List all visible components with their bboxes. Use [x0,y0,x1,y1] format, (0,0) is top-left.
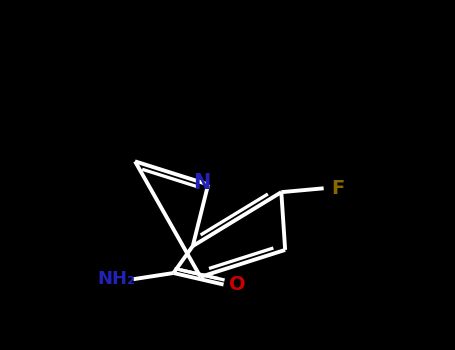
Text: NH₂: NH₂ [97,270,136,288]
Text: O: O [229,275,246,294]
Text: F: F [331,179,344,198]
Text: N: N [193,173,211,193]
